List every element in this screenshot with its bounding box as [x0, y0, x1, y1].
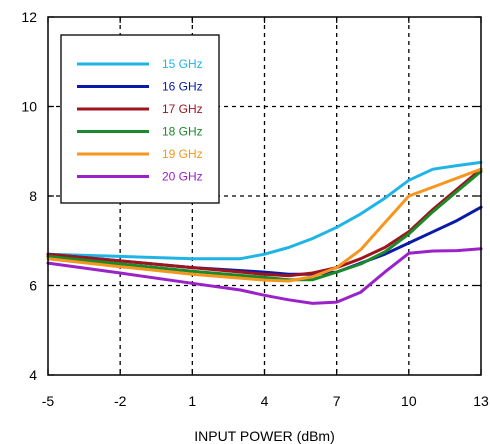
series-line-18-ghz [46, 169, 483, 282]
x-axis-title: INPUT POWER (dBm) [194, 428, 335, 444]
x-tick-label: -2 [114, 393, 127, 409]
legend-label-18-ghz: 18 GHz [162, 125, 203, 139]
legend-label-20-ghz: 20 GHz [162, 170, 203, 184]
x-tick-label: -5 [42, 393, 55, 409]
y-tick-label: 10 [21, 99, 37, 115]
y-tick-label: 6 [29, 278, 37, 294]
x-tick-label: 4 [261, 393, 269, 409]
tick-labels: -5 -2 1 4 7 10 13 4 6 8 10 12 [21, 9, 489, 409]
legend-label-15-ghz: 15 GHz [162, 57, 203, 71]
y-tick-label: 12 [21, 9, 37, 25]
y-tick-label: 8 [29, 188, 37, 204]
series-line-20-ghz [46, 247, 483, 305]
axis-ticks [47, 16, 482, 376]
series-line-15-ghz [46, 160, 483, 261]
series-line-19-ghz [46, 167, 483, 283]
x-tick-label: 1 [188, 393, 196, 409]
legend: 15 GHz 16 GHz 17 GHz 18 GHz 19 GHz 20 GHz [60, 34, 220, 204]
series-layer [46, 160, 483, 305]
y-tick-label: 4 [29, 367, 37, 383]
legend-label-17-ghz: 17 GHz [162, 102, 203, 116]
legend-label-19-ghz: 19 GHz [162, 147, 203, 161]
x-tick-label: 10 [401, 393, 417, 409]
x-tick-label: 13 [473, 393, 489, 409]
x-tick-label: 7 [333, 393, 341, 409]
legend-label-16-ghz: 16 GHz [162, 80, 203, 94]
